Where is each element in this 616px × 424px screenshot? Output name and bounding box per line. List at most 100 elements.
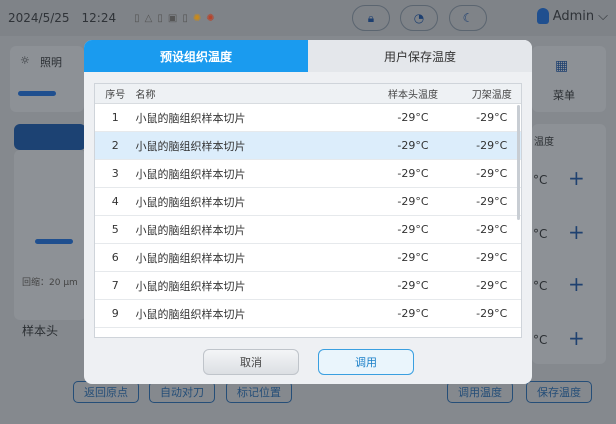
table-row[interactable]: 6 小鼠的脑组织样本切片 -29°C -29°C — [95, 244, 521, 272]
bottle-icon: ▯ — [134, 12, 140, 24]
sample-head-label: 样本头 — [22, 324, 59, 338]
row-name: 小鼠的脑组织样本切片 — [135, 195, 246, 209]
user-name: Admin — [552, 8, 595, 24]
gauge-icon: ◔ — [413, 11, 425, 25]
user-menu[interactable]: Admin ⌵ — [536, 8, 608, 24]
row-no: 3 — [111, 167, 119, 180]
tab-user-saved-temperature[interactable]: 用户保存温度 — [308, 40, 532, 72]
col-no: 序号 — [105, 90, 126, 101]
col-name: 名称 — [135, 90, 156, 101]
temp-unit: °C — [533, 227, 548, 241]
row-knife-temp: -29°C — [476, 307, 508, 320]
mark-position-button[interactable]: 标记位置 — [226, 381, 292, 403]
lighting-panel — [10, 46, 84, 112]
return-origin-button[interactable]: 返回原点 — [73, 381, 139, 403]
row-name: 小鼠的脑组织样本切片 — [135, 307, 246, 321]
temp-unit: °C — [533, 279, 548, 293]
table-row[interactable]: 7 小鼠的脑组织样本切片 -29°C -29°C — [95, 272, 521, 300]
left-tab — [14, 124, 86, 150]
clipboard-icon: ▯ — [182, 12, 188, 24]
row-no: 5 — [111, 223, 119, 236]
row-name: 小鼠的脑组织样本切片 — [135, 139, 246, 153]
retract-label: 回缩：20 μm — [22, 278, 78, 288]
plus-icon[interactable]: + — [568, 220, 585, 244]
row-knife-temp: -29°C — [476, 111, 508, 124]
scrollbar[interactable] — [517, 105, 520, 220]
battery-icon: ▯ — [157, 12, 163, 24]
temp-panel — [532, 124, 606, 364]
temp-label: 温度 — [534, 137, 554, 148]
speed-slider[interactable] — [35, 239, 73, 244]
left-panel — [14, 150, 86, 320]
row-name: 小鼠的脑组织样本切片 — [135, 251, 246, 265]
lock-button[interactable]: 🔒︎ — [352, 5, 390, 31]
menu-label[interactable]: 菜单 — [553, 89, 575, 102]
col-knife-temp: 刀架温度 — [471, 90, 512, 101]
row-knife-temp: -29°C — [476, 279, 508, 292]
lighting-slider[interactable] — [18, 91, 56, 96]
lock-icon: 🔒︎ — [367, 10, 375, 25]
row-no: 9 — [111, 307, 119, 320]
sd-card-icon: ▣ — [167, 12, 178, 24]
row-no: 1 — [111, 111, 119, 124]
tab-preset-temperature[interactable]: 预设组织温度 — [84, 40, 308, 72]
temp-unit: °C — [533, 333, 548, 347]
warning-icon: △ — [144, 12, 153, 24]
table-row[interactable]: 1 小鼠的脑组织样本切片 -29°C -29°C — [95, 104, 521, 132]
gauge-button[interactable]: ◔ — [400, 5, 438, 31]
lighting-label: 照明 — [40, 56, 62, 69]
table-row[interactable]: 2 小鼠的脑组织样本切片 -29°C -29°C — [95, 132, 521, 160]
table-row-partial[interactable] — [95, 328, 521, 337]
apply-button[interactable]: 调用 — [318, 349, 414, 375]
load-temp-button[interactable]: 调用温度 — [447, 381, 513, 403]
user-icon — [536, 8, 549, 24]
temperature-table: 序号 名称 样本头温度 刀架温度 1 小鼠的脑组织样本切片 -29°C -29°… — [94, 83, 522, 338]
row-knife-temp: -29°C — [476, 223, 508, 236]
row-head-temp: -29°C — [397, 279, 429, 292]
cancel-button[interactable]: 取消 — [203, 349, 299, 375]
bulb-icon: ☼ — [20, 54, 30, 67]
table-row[interactable]: 9 小鼠的脑组织样本切片 -29°C -29°C — [95, 300, 521, 328]
plus-icon[interactable]: + — [568, 166, 585, 190]
grid-icon: ▦ — [555, 58, 569, 74]
status-bar: 2024/5/25 12:24 ▯ △ ▯ ▣ ▯ ✺ ✺ 🔒︎ ◔ ☾ Adm… — [0, 0, 616, 36]
row-name: 小鼠的脑组织样本切片 — [135, 167, 246, 181]
row-head-temp: -29°C — [397, 167, 429, 180]
temp-unit: °C — [533, 173, 548, 187]
row-knife-temp: -29°C — [476, 251, 508, 264]
row-head-temp: -29°C — [397, 307, 429, 320]
row-head-temp: -29°C — [397, 223, 429, 236]
plus-icon[interactable]: + — [568, 326, 585, 350]
moon-icon: ☾ — [462, 11, 474, 25]
chevron-down-icon: ⌵ — [598, 8, 608, 24]
row-name: 小鼠的脑组织样本切片 — [135, 279, 246, 293]
row-name: 小鼠的脑组织样本切片 — [135, 111, 246, 125]
sleep-button[interactable]: ☾ — [449, 5, 487, 31]
table-header: 序号 名称 样本头温度 刀架温度 — [95, 84, 521, 104]
plus-icon[interactable]: + — [568, 272, 585, 296]
table-row[interactable]: 5 小鼠的脑组织样本切片 -29°C -29°C — [95, 216, 521, 244]
row-head-temp: -29°C — [397, 251, 429, 264]
menu-panel — [532, 46, 606, 112]
row-no: 4 — [111, 195, 119, 208]
row-no: 6 — [111, 251, 119, 264]
save-temp-button[interactable]: 保存温度 — [526, 381, 592, 403]
table-row[interactable]: 4 小鼠的脑组织样本切片 -29°C -29°C — [95, 188, 521, 216]
row-no: 7 — [111, 279, 119, 292]
time: 12:24 — [81, 11, 117, 25]
row-knife-temp: -29°C — [476, 167, 508, 180]
row-head-temp: -29°C — [397, 139, 429, 152]
temperature-dialog: 预设组织温度 用户保存温度 序号 名称 样本头温度 刀架温度 1 小鼠的脑组织样… — [84, 40, 532, 384]
row-head-temp: -29°C — [397, 111, 429, 124]
row-no: 2 — [111, 139, 119, 152]
table-row[interactable]: 3 小鼠的脑组织样本切片 -29°C -29°C — [95, 160, 521, 188]
status-icons: ▯ △ ▯ ▣ ▯ ✺ ✺ — [134, 13, 214, 24]
light-orange-icon: ✺ — [192, 12, 202, 24]
row-head-temp: -29°C — [397, 195, 429, 208]
uv-red-icon: ✺ — [206, 12, 215, 24]
auto-align-button[interactable]: 自动对刀 — [149, 381, 215, 403]
col-head-temp: 样本头温度 — [388, 90, 438, 101]
date: 2024/5/25 — [8, 11, 70, 25]
row-name: 小鼠的脑组织样本切片 — [135, 223, 246, 237]
row-knife-temp: -29°C — [476, 139, 508, 152]
